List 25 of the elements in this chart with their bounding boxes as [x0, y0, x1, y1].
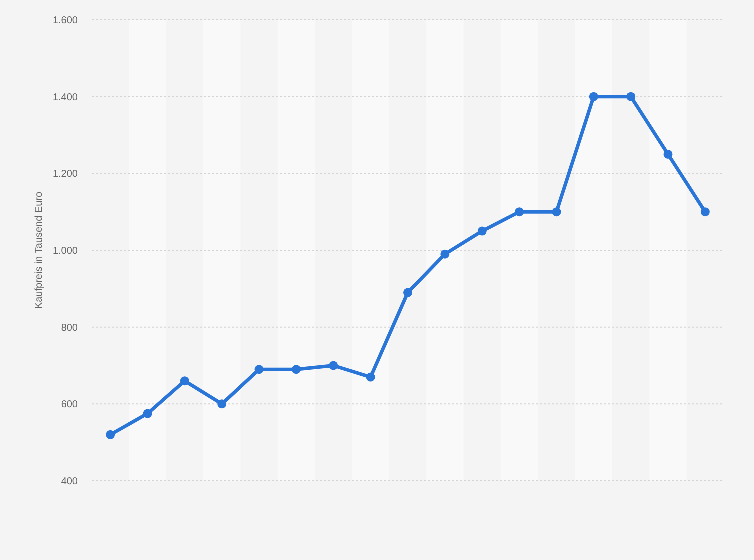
point: [664, 150, 673, 159]
y-tick-label: 1.200: [52, 169, 78, 180]
point: [143, 409, 152, 418]
y-tick-label: 1.000: [52, 246, 78, 257]
point: [478, 226, 487, 236]
point: [218, 400, 227, 409]
point: [254, 365, 264, 374]
point: [440, 250, 450, 259]
y-tick-label: 1.600: [52, 16, 78, 26]
y-tick-label: 1.400: [52, 92, 78, 104]
point: [552, 208, 562, 217]
point: [626, 92, 636, 102]
y-axis-title: Kaufpreis in Tausend Euro: [34, 192, 45, 310]
point: [515, 208, 524, 217]
y-tick-label: 800: [61, 322, 78, 334]
point: [329, 361, 338, 370]
point: [292, 365, 301, 374]
y-tick-label: 600: [61, 400, 78, 411]
point: [366, 372, 376, 382]
point: [700, 208, 710, 217]
point: [404, 288, 412, 298]
point: [106, 430, 116, 440]
point: [589, 92, 598, 102]
y-tick-label: 400: [61, 476, 78, 488]
point: [180, 376, 190, 386]
